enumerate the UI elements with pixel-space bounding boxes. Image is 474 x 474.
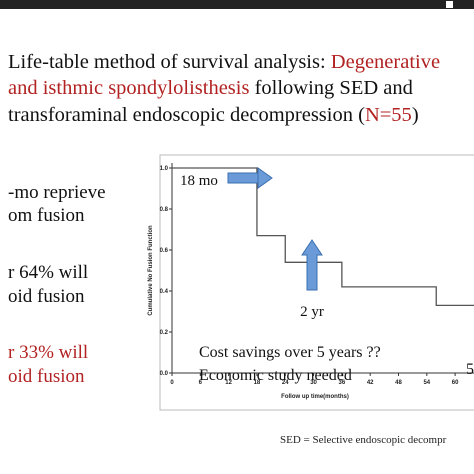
x-tick-label: 42 bbox=[367, 380, 374, 386]
arrow-head bbox=[257, 167, 273, 189]
chart: 0.0 0.2 0.4 0.6 0.8 1.0 0 6 12 18 24 30 36 42 48 54 60 Cu… bbox=[148, 163, 474, 400]
chart-frame bbox=[159, 154, 474, 411]
arrow-body bbox=[227, 172, 259, 184]
up-arrow bbox=[301, 239, 323, 291]
annotation: 5 bbox=[466, 361, 474, 378]
title-segment: Degenerative bbox=[331, 51, 440, 73]
top-bar bbox=[0, 0, 474, 9]
annotation: Economic study needed bbox=[199, 367, 352, 384]
y-tick-label: 0.0 bbox=[160, 371, 169, 377]
y-tick-label: 0.4 bbox=[160, 289, 169, 295]
x-tick-label: 6 bbox=[199, 380, 203, 386]
bullet-text: r 33% will bbox=[8, 342, 88, 363]
y-tick-label: 1.0 bbox=[160, 166, 169, 172]
y-tick-label: 0.6 bbox=[160, 248, 169, 254]
title-segment: Life-table method of survival analysis: bbox=[8, 51, 331, 73]
bullet-text: -mo reprieve bbox=[8, 182, 106, 203]
x-tick-label: 30 bbox=[310, 380, 317, 386]
x-tick-label: 48 bbox=[395, 380, 402, 386]
x-tick-label: 36 bbox=[339, 380, 346, 386]
annotation: Cost savings over 5 years ?? bbox=[199, 344, 381, 361]
annotation: 18 mo bbox=[180, 173, 218, 189]
bullet-text: oid fusion bbox=[8, 286, 85, 307]
x-tick-label: 54 bbox=[423, 380, 430, 386]
title-segment: N=55 bbox=[365, 104, 412, 126]
x-tick-label: 60 bbox=[452, 380, 459, 386]
x-tick-label: 24 bbox=[282, 380, 289, 386]
x-tick-label: 12 bbox=[225, 380, 232, 386]
bullet-text: oid fusion bbox=[8, 366, 85, 387]
bullet-text: r 64% will bbox=[8, 262, 88, 283]
bullet-text: om fusion bbox=[8, 205, 85, 226]
title-segment: transforaminal endoscopic decompression … bbox=[8, 104, 365, 126]
y-tick-label: 0.8 bbox=[160, 207, 169, 213]
title-line: transforaminal endoscopic decompression … bbox=[8, 104, 419, 126]
title: Life-table method of survival analysis: … bbox=[8, 51, 440, 126]
x-tick-label: 0 bbox=[170, 380, 174, 386]
title-segment: following SED and bbox=[249, 77, 412, 99]
x-tick-label: 18 bbox=[254, 380, 261, 386]
title-segment: and isthmic spondylolisthesis bbox=[8, 77, 249, 99]
title-line: Life-table method of survival analysis: … bbox=[8, 51, 440, 73]
top-icon bbox=[446, 1, 453, 8]
title-line: and isthmic spondylolisthesis following … bbox=[8, 77, 413, 99]
x-axis-label: Follow up time(months) bbox=[281, 394, 349, 400]
annotation: 2 yr bbox=[300, 304, 324, 320]
title-segment: ) bbox=[412, 104, 419, 126]
y-tick-label: 0.2 bbox=[160, 330, 169, 336]
y-axis-label: Cumulative No Fusion Function bbox=[148, 225, 154, 316]
footnote: SED = Selective endoscopic decompr bbox=[280, 434, 447, 446]
